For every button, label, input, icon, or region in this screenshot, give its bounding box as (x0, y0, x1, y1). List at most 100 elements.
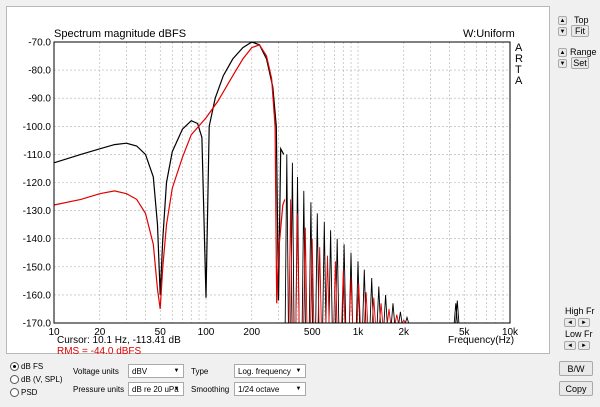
x-axis-label: Frequency(Hz) (448, 335, 514, 346)
series-0-lobe (342, 244, 347, 324)
x-tick-label: 5k (459, 327, 471, 338)
series-0-lobe (376, 286, 381, 324)
brand-letter: A (515, 42, 523, 54)
x-tick-label: 500 (304, 327, 321, 338)
chevron-down-icon: ▼ (173, 368, 180, 374)
high-fr-right-arrow-button[interactable]: ► (578, 318, 590, 327)
x-tick-label: 200 (243, 327, 260, 338)
brand-letter: A (515, 75, 523, 87)
radio-psd[interactable]: PSD (10, 388, 37, 397)
low-fr-left-arrow-button[interactable]: ◄ (564, 341, 576, 350)
rms-readout: RMS = -44.0 dBFS (57, 346, 142, 355)
series-0-lobe (308, 202, 313, 324)
series-1-lobe (325, 255, 330, 324)
y-tick-label: -120.0 (23, 178, 52, 189)
series-1-lobe (288, 199, 293, 324)
top-down-arrow-button[interactable]: ▼ (558, 27, 567, 36)
spectrum-chart[interactable]: -70.0 -80.0 -90.0 -100.0 -110.0 -120.0 -130.0 -… (7, 7, 551, 355)
y-tick-label: -90.0 (28, 94, 51, 105)
chevron-down-icon: ▼ (295, 368, 302, 374)
radio-dbfs-label: dB FS (21, 362, 44, 371)
y-tick-label: -170.0 (23, 319, 52, 330)
pressure-units-value: dB re 20 uPa (132, 384, 179, 394)
series-1-lobe (386, 308, 392, 324)
y-tick-label: -100.0 (23, 122, 52, 133)
y-tick-label: -70.0 (28, 38, 51, 49)
range-down-arrow-button[interactable]: ▼ (558, 59, 567, 68)
chart-title: Spectrum magnitude dBFS (54, 28, 186, 40)
type-value: Log. frequency (238, 366, 291, 376)
high-fr-left-arrow-button[interactable]: ◄ (564, 318, 576, 327)
series-0-lobe (398, 311, 403, 324)
x-tick-label: 50 (155, 327, 167, 338)
radio-dbv-spl-indicator[interactable] (10, 375, 19, 384)
voltage-units-label: Voltage units (73, 367, 119, 376)
top-up-arrow-button[interactable]: ▲ (558, 16, 567, 25)
spectrum-plot-panel[interactable]: -70.0 -80.0 -90.0 -100.0 -110.0 -120.0 -130.0 -… (6, 6, 551, 355)
series-1-lobe (295, 213, 300, 324)
series-0-lobe (362, 269, 367, 324)
high-fr-label: High Fr (565, 306, 595, 316)
series-1-lobe (379, 303, 384, 324)
series-0-lobe (404, 315, 410, 324)
set-button[interactable]: Set (571, 57, 589, 69)
series-1-lobe (356, 283, 361, 324)
series-0-lobe (322, 221, 327, 324)
series-1-lobe (310, 238, 315, 324)
bw-button[interactable]: B/W (559, 361, 593, 376)
radio-dbv-spl[interactable]: dB (V, SPL) (10, 375, 63, 384)
type-select[interactable]: Log. frequency ▼ (234, 364, 306, 378)
fit-button[interactable]: Fit (571, 25, 589, 37)
x-tick-label: 10 (48, 327, 60, 338)
series-1-lobe (401, 319, 406, 324)
y-tick-label: -130.0 (23, 206, 52, 217)
voltage-units-value: dBV (132, 366, 148, 376)
y-tick-label: -80.0 (28, 66, 51, 77)
type-label: Type (191, 367, 209, 376)
low-fr-right-arrow-button[interactable]: ► (578, 341, 590, 350)
radio-psd-indicator[interactable] (10, 388, 19, 397)
y-tick-label: -110.0 (23, 150, 51, 161)
y-tick-label: -160.0 (23, 290, 52, 301)
chevron-down-icon: ▼ (295, 386, 302, 392)
brand-letter: R (515, 53, 523, 65)
y-tick-label: -150.0 (23, 262, 52, 273)
low-fr-label: Low Fr (565, 329, 593, 339)
pressure-units-label: Pressure units (73, 385, 125, 394)
smoothing-select[interactable]: 1/24 octave ▼ (234, 382, 306, 396)
series-0-lobe (328, 230, 333, 324)
range-label: Range (570, 47, 597, 57)
cursor-readout: Cursor: 10.1 Hz, -113.41 dB (57, 335, 181, 346)
series-0-lobe (390, 303, 396, 324)
range-up-arrow-button[interactable]: ▲ (558, 48, 567, 57)
series-0-lobe (453, 303, 458, 324)
series-0-lobe (315, 213, 320, 324)
series-1-lobe (333, 261, 338, 324)
series-line-0 (53, 41, 285, 301)
x-tick-label: 1k (353, 327, 365, 338)
radio-dbfs[interactable]: dB FS (10, 362, 43, 371)
window-label: W:Uniform (463, 28, 515, 40)
radio-psd-label: PSD (21, 388, 38, 397)
chevron-down-icon: ▼ (173, 386, 180, 392)
top-label: Top (574, 15, 589, 25)
copy-button[interactable]: Copy (559, 381, 593, 396)
pressure-units-select[interactable]: dB re 20 uPa ▼ (128, 382, 184, 396)
bottom-controls: dB FS dB (V, SPL) PSD Voltage units dBV … (6, 358, 594, 403)
smoothing-value: 1/24 octave (238, 384, 280, 394)
series-1-lobe (364, 292, 369, 324)
radio-dbv-spl-label: dB (V, SPL) (21, 375, 63, 384)
y-tick-label: -140.0 (23, 234, 52, 245)
radio-dbfs-indicator[interactable] (10, 362, 19, 371)
series-1-lobe (348, 277, 354, 324)
series-1-lobe (371, 297, 376, 324)
voltage-units-select[interactable]: dBV ▼ (128, 364, 184, 378)
x-tick-label: 100 (198, 327, 215, 338)
x-tick-label: 20 (94, 327, 106, 338)
series-1-lobe (394, 314, 399, 324)
series-1-lobe (341, 269, 346, 324)
series-0-lobe (455, 300, 460, 324)
series-1-lobe (317, 247, 322, 324)
x-tick-label: 10k (502, 327, 519, 338)
